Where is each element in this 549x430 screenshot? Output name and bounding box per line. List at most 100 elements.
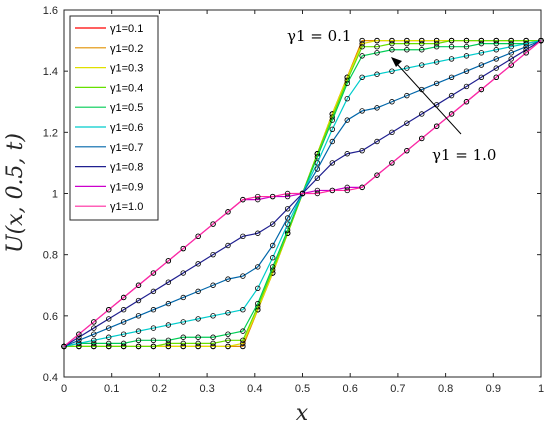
data-point <box>329 117 336 123</box>
legend-entry: γ1=0.8 <box>75 162 143 174</box>
data-point <box>284 206 291 212</box>
y-tick-label: 1.6 <box>43 5 58 17</box>
data-point <box>463 37 470 44</box>
data-point <box>255 300 261 307</box>
data-point <box>419 62 425 68</box>
y-tick-label: 1.2 <box>43 127 58 139</box>
data-point <box>389 47 395 53</box>
data-point <box>448 74 455 80</box>
data-point <box>195 288 201 295</box>
data-point <box>478 37 485 44</box>
data-point <box>419 40 425 47</box>
legend-label: γ1=0.3 <box>110 63 143 75</box>
annotations: γ1 = 0.1 γ1 = 1.0 <box>287 27 496 164</box>
data-point <box>299 190 306 197</box>
data-point <box>448 56 455 62</box>
data-point <box>91 319 97 325</box>
data-point <box>493 47 499 53</box>
data-point <box>180 294 186 301</box>
x-tick-label: 0.1 <box>104 383 119 395</box>
data-point <box>508 50 514 56</box>
annotation-arrow-line <box>396 63 462 135</box>
x-tick-label: 0 <box>61 383 67 395</box>
data-point <box>150 270 157 276</box>
data-point <box>180 334 186 340</box>
data-point <box>359 74 365 80</box>
data-point <box>91 325 97 331</box>
data-point <box>120 331 127 337</box>
data-point <box>419 86 425 93</box>
data-point <box>195 334 201 340</box>
x-tick-label: 0.5 <box>295 383 310 395</box>
data-point <box>314 166 321 172</box>
data-point <box>135 343 142 350</box>
data-point <box>463 44 470 50</box>
data-point <box>284 221 291 227</box>
data-point <box>195 233 201 240</box>
data-point <box>165 279 172 285</box>
data-point <box>523 40 529 47</box>
data-point <box>210 340 216 347</box>
data-point <box>508 62 514 68</box>
data-point <box>463 53 470 59</box>
legend: γ1=0.1 γ1=0.2 γ1=0.3 γ1=0.4 γ1=0.5 γ1=0.6 γ1=0… <box>69 15 159 221</box>
data-point <box>344 117 350 123</box>
x-tick-label: 0.6 <box>343 383 358 395</box>
data-point <box>255 196 261 203</box>
legend-entry: γ1=0.6 <box>75 122 143 134</box>
data-point <box>389 99 395 105</box>
data-point <box>150 325 157 331</box>
data-point <box>344 187 350 194</box>
data-point <box>255 193 261 200</box>
data-point <box>374 71 380 77</box>
data-point <box>195 261 201 267</box>
data-point <box>359 108 365 114</box>
data-point <box>448 44 455 50</box>
data-point <box>314 175 321 181</box>
legend-label: γ1=0.5 <box>110 102 143 114</box>
data-point <box>120 307 127 313</box>
y-tick-label: 1 <box>52 189 58 201</box>
data-point <box>195 316 201 322</box>
data-point <box>106 334 112 340</box>
data-point <box>180 340 186 347</box>
data-point <box>478 50 485 56</box>
data-point <box>389 68 395 74</box>
x-tick-label: 0.7 <box>390 383 405 395</box>
legend-entry: γ1=0.9 <box>75 181 143 193</box>
data-point <box>508 40 514 47</box>
data-point <box>284 215 291 221</box>
legend-label: γ1=0.1 <box>110 23 143 35</box>
series-line <box>63 40 542 347</box>
data-point <box>374 172 380 178</box>
data-point <box>359 37 365 44</box>
data-point <box>165 340 172 347</box>
data-point <box>240 273 246 279</box>
data-point <box>91 337 97 343</box>
data-point <box>538 37 544 44</box>
data-point <box>478 86 485 93</box>
data-point <box>165 300 172 307</box>
legend-label: γ1=0.9 <box>110 181 143 193</box>
data-point <box>240 340 246 347</box>
x-tick-label: 0.3 <box>199 383 214 395</box>
data-point <box>76 343 82 350</box>
y-tick-label: 0.8 <box>43 250 58 262</box>
data-point <box>389 160 395 166</box>
data-point <box>314 187 321 194</box>
data-point <box>493 56 499 62</box>
y-tick-label: 0.4 <box>43 372 58 384</box>
x-tick-label: 1 <box>538 383 544 395</box>
data-point <box>76 340 82 347</box>
x-tick-label: 0.9 <box>486 383 501 395</box>
data-point <box>225 242 231 249</box>
data-point <box>150 307 157 313</box>
data-point <box>493 37 499 44</box>
data-point <box>76 331 82 337</box>
data-point <box>91 340 97 347</box>
data-point <box>344 80 350 87</box>
data-point <box>225 276 231 282</box>
data-point <box>359 40 365 47</box>
data-point <box>404 37 410 44</box>
